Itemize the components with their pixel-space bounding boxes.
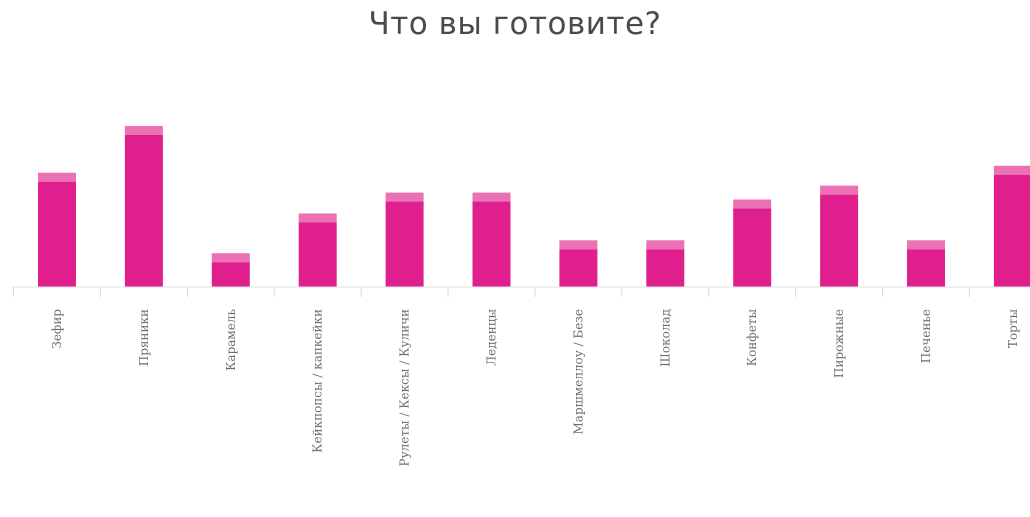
bar xyxy=(993,165,1030,287)
bar-body xyxy=(907,249,945,287)
bar-highlight xyxy=(559,240,598,250)
x-tick-label: Зефир xyxy=(50,309,64,349)
x-tick-label: Торты xyxy=(1006,309,1020,349)
bar-body xyxy=(472,201,511,287)
bar xyxy=(211,253,250,287)
bar-body xyxy=(385,201,424,287)
bar-highlight xyxy=(211,253,250,263)
x-tick-label: Печенье xyxy=(919,309,933,363)
bar-body xyxy=(211,262,250,287)
bar-highlight xyxy=(298,213,337,223)
bar xyxy=(385,192,424,287)
bars-layer xyxy=(38,125,1030,287)
bar-highlight xyxy=(993,165,1030,175)
bar xyxy=(820,185,859,287)
bar xyxy=(907,240,945,287)
x-tick-label: Пирожные xyxy=(832,309,846,378)
bar xyxy=(559,240,598,287)
bar xyxy=(472,192,511,287)
bar-highlight xyxy=(733,199,772,209)
x-tick-label: Рулеты / Кексы / Куличи xyxy=(398,309,412,466)
bar xyxy=(298,213,337,287)
bar-highlight xyxy=(472,192,511,202)
x-axis xyxy=(12,286,1030,297)
bar-body xyxy=(124,134,163,287)
bar-body xyxy=(820,194,859,287)
bar-body xyxy=(38,181,76,287)
bar-body xyxy=(646,249,685,287)
x-tick-label: Шоколад xyxy=(658,309,672,367)
bar-highlight xyxy=(385,192,424,202)
bar xyxy=(646,240,685,287)
bar-highlight xyxy=(124,125,163,135)
x-tick-label: Пряники xyxy=(137,309,151,366)
chart-title: Что вы готовите? xyxy=(368,6,662,42)
x-tick-label: Конфеты xyxy=(745,309,759,367)
bar xyxy=(124,125,163,287)
x-tick-label: Кейкпопсы / капкейки xyxy=(311,309,325,453)
x-tick-labels: Зефир Пряники Карамель Кейкпопсы / капкейки… xyxy=(50,309,1020,467)
bar-highlight xyxy=(820,185,859,195)
bar xyxy=(733,199,772,287)
bar-body xyxy=(559,249,598,287)
bar-highlight xyxy=(38,172,76,182)
bar-body xyxy=(298,222,337,287)
bar-highlight xyxy=(646,240,685,250)
bar xyxy=(38,172,76,287)
x-tick-label: Леденцы xyxy=(485,309,499,366)
x-tick-label: Карамель xyxy=(224,309,238,371)
bar-highlight xyxy=(907,240,945,250)
bar-body xyxy=(993,174,1030,287)
x-tick-label: Маршмеллоу / Безе xyxy=(571,309,585,434)
bar-body xyxy=(733,208,772,287)
